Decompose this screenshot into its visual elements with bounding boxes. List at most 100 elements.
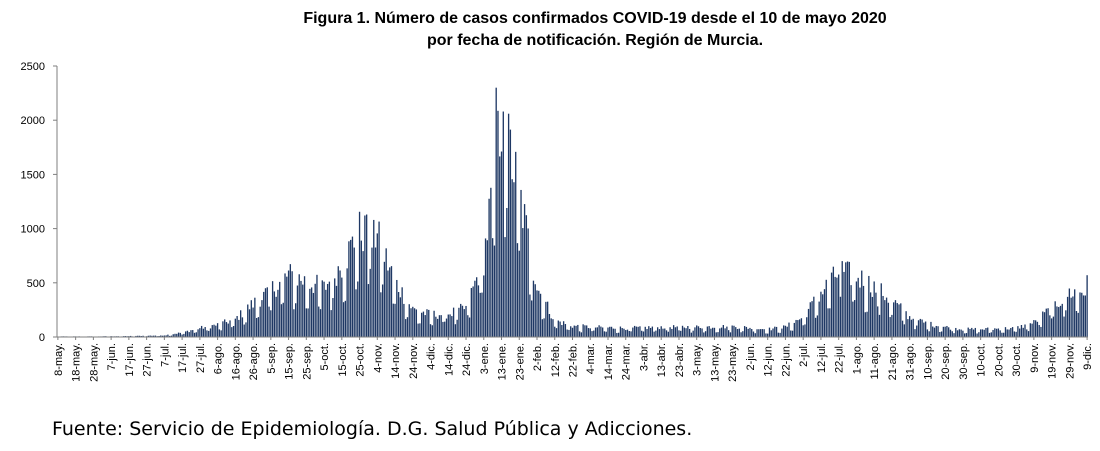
bar	[561, 325, 563, 337]
bar	[623, 328, 625, 337]
bar	[589, 328, 591, 337]
bar	[885, 297, 888, 337]
x-tick-label: 15-oct.	[337, 343, 349, 377]
bar	[916, 325, 918, 337]
bar	[390, 266, 393, 337]
bar	[855, 281, 858, 337]
bar	[305, 308, 307, 337]
bar	[912, 318, 914, 337]
bar	[1003, 332, 1005, 337]
x-tick-label: 23-abr.	[674, 343, 686, 377]
bar	[406, 317, 409, 337]
bar	[190, 330, 192, 337]
bar	[545, 301, 547, 337]
bar	[169, 335, 171, 337]
bar	[767, 333, 769, 337]
bar	[797, 320, 799, 337]
bar	[823, 289, 826, 337]
bar	[467, 315, 469, 337]
bar	[736, 329, 739, 337]
bar	[832, 266, 835, 337]
bar	[1033, 320, 1035, 337]
bar	[836, 277, 838, 337]
bar	[1059, 305, 1062, 337]
bar	[868, 275, 870, 337]
bar	[1079, 292, 1081, 337]
bar	[981, 329, 984, 337]
bar	[445, 318, 448, 337]
bar	[222, 321, 224, 337]
bar	[965, 333, 968, 337]
y-tick-label: 2500	[21, 61, 45, 73]
bar	[268, 306, 270, 337]
bar	[481, 292, 483, 337]
bar	[486, 240, 488, 337]
bar	[381, 284, 384, 337]
bar	[951, 331, 953, 337]
x-tick-label: 24-dic.	[461, 343, 473, 376]
bar	[593, 330, 595, 337]
x-tick-label: 31-ago.	[905, 343, 917, 380]
source-note: Fuente: Servicio de Epidemiología. D.G. …	[52, 418, 693, 440]
bar	[795, 319, 797, 337]
bar	[477, 285, 480, 337]
bar	[261, 300, 263, 337]
bar	[412, 306, 414, 337]
bar	[667, 331, 669, 337]
bar	[834, 276, 836, 337]
bar	[490, 187, 492, 337]
bar	[433, 310, 435, 337]
bar-chart: 0 500 1000 1500 2000 2500 8-may. 18-may. 28-may…	[21, 61, 1095, 382]
bar	[318, 306, 320, 337]
bar	[571, 327, 574, 337]
bar	[704, 331, 707, 337]
bar	[933, 327, 936, 337]
bar	[586, 325, 588, 337]
bar	[791, 330, 794, 337]
bar	[731, 325, 733, 337]
bar	[417, 323, 419, 337]
bar	[360, 240, 362, 337]
bar	[678, 330, 680, 337]
bar	[671, 328, 673, 337]
x-tick-label: 25-sep.	[301, 343, 313, 380]
bar	[236, 316, 238, 337]
bar	[399, 297, 402, 337]
bar	[960, 329, 962, 337]
bar	[763, 329, 765, 337]
bar	[738, 328, 740, 337]
bar	[680, 330, 682, 337]
x-tick-label: 5-sep.	[266, 343, 278, 374]
bar	[672, 325, 675, 337]
x-tick-label: 15-sep.	[284, 343, 296, 380]
bar	[383, 261, 386, 337]
chart-subtitle: por fecha de notificación. Región de Mur…	[426, 32, 764, 49]
bar	[969, 328, 971, 337]
bar	[743, 326, 746, 337]
bar	[857, 277, 859, 337]
bar	[976, 333, 978, 337]
bar	[484, 238, 487, 337]
bar	[442, 321, 444, 337]
bar	[887, 302, 890, 337]
bar	[848, 261, 850, 337]
bar	[435, 316, 437, 337]
bar	[1006, 329, 1008, 337]
bar	[891, 314, 893, 337]
bar	[158, 335, 160, 337]
bar	[926, 329, 929, 337]
x-tick-label: 4-nov.	[372, 343, 384, 373]
bar	[1070, 297, 1072, 337]
bar	[676, 326, 678, 337]
x-tick-label: 6-ago.	[213, 343, 225, 374]
bar	[325, 289, 327, 337]
bar	[901, 320, 904, 337]
bar	[735, 327, 737, 337]
bar	[255, 317, 258, 337]
x-tick-label: 24-nov.	[408, 343, 420, 379]
x-tick-label: 22-feb.	[568, 343, 580, 377]
bar	[282, 302, 284, 337]
bar	[875, 292, 877, 337]
bar	[568, 329, 570, 337]
bar	[729, 332, 732, 337]
